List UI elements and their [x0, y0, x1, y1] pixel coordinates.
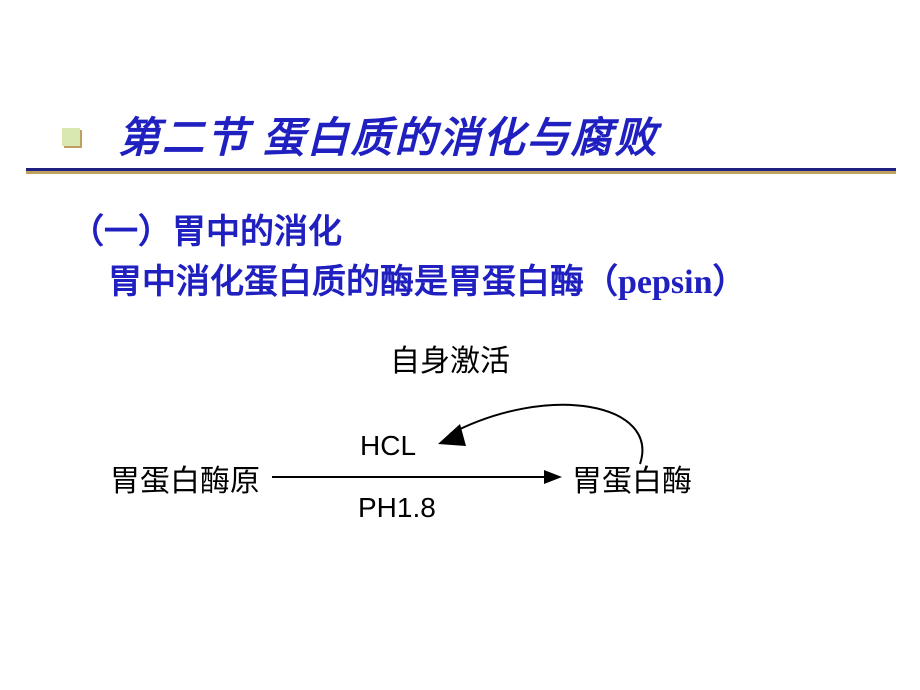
- subheading-2-latin: pepsin: [618, 264, 713, 301]
- hcl-label: HCL: [360, 430, 416, 462]
- slide: 第二节 蛋白质的消化与腐败 （一）胃中的消化 胃中消化蛋白质的酶是胃蛋白酶（pe…: [0, 0, 920, 690]
- self-activation-arrow-icon: [410, 374, 670, 474]
- pepsinogen-label: 胃蛋白酶原: [110, 456, 260, 500]
- subheading-2: 胃中消化蛋白质的酶是胃蛋白酶（pepsin）: [108, 254, 747, 303]
- title-bullet-icon: [62, 128, 80, 146]
- subheading-1: （一）胃中的消化: [70, 204, 342, 253]
- reaction-diagram: 自身激活 胃蛋白酶原 胃蛋白酶 HCL PH1.8: [100, 330, 800, 590]
- ph-label: PH1.8: [358, 492, 436, 524]
- slide-title: 第二节 蛋白质的消化与腐败: [118, 104, 659, 165]
- subheading-2-post: ）: [713, 264, 747, 301]
- subheading-2-pre: 胃中消化蛋白质的酶是胃蛋白酶（: [108, 264, 618, 301]
